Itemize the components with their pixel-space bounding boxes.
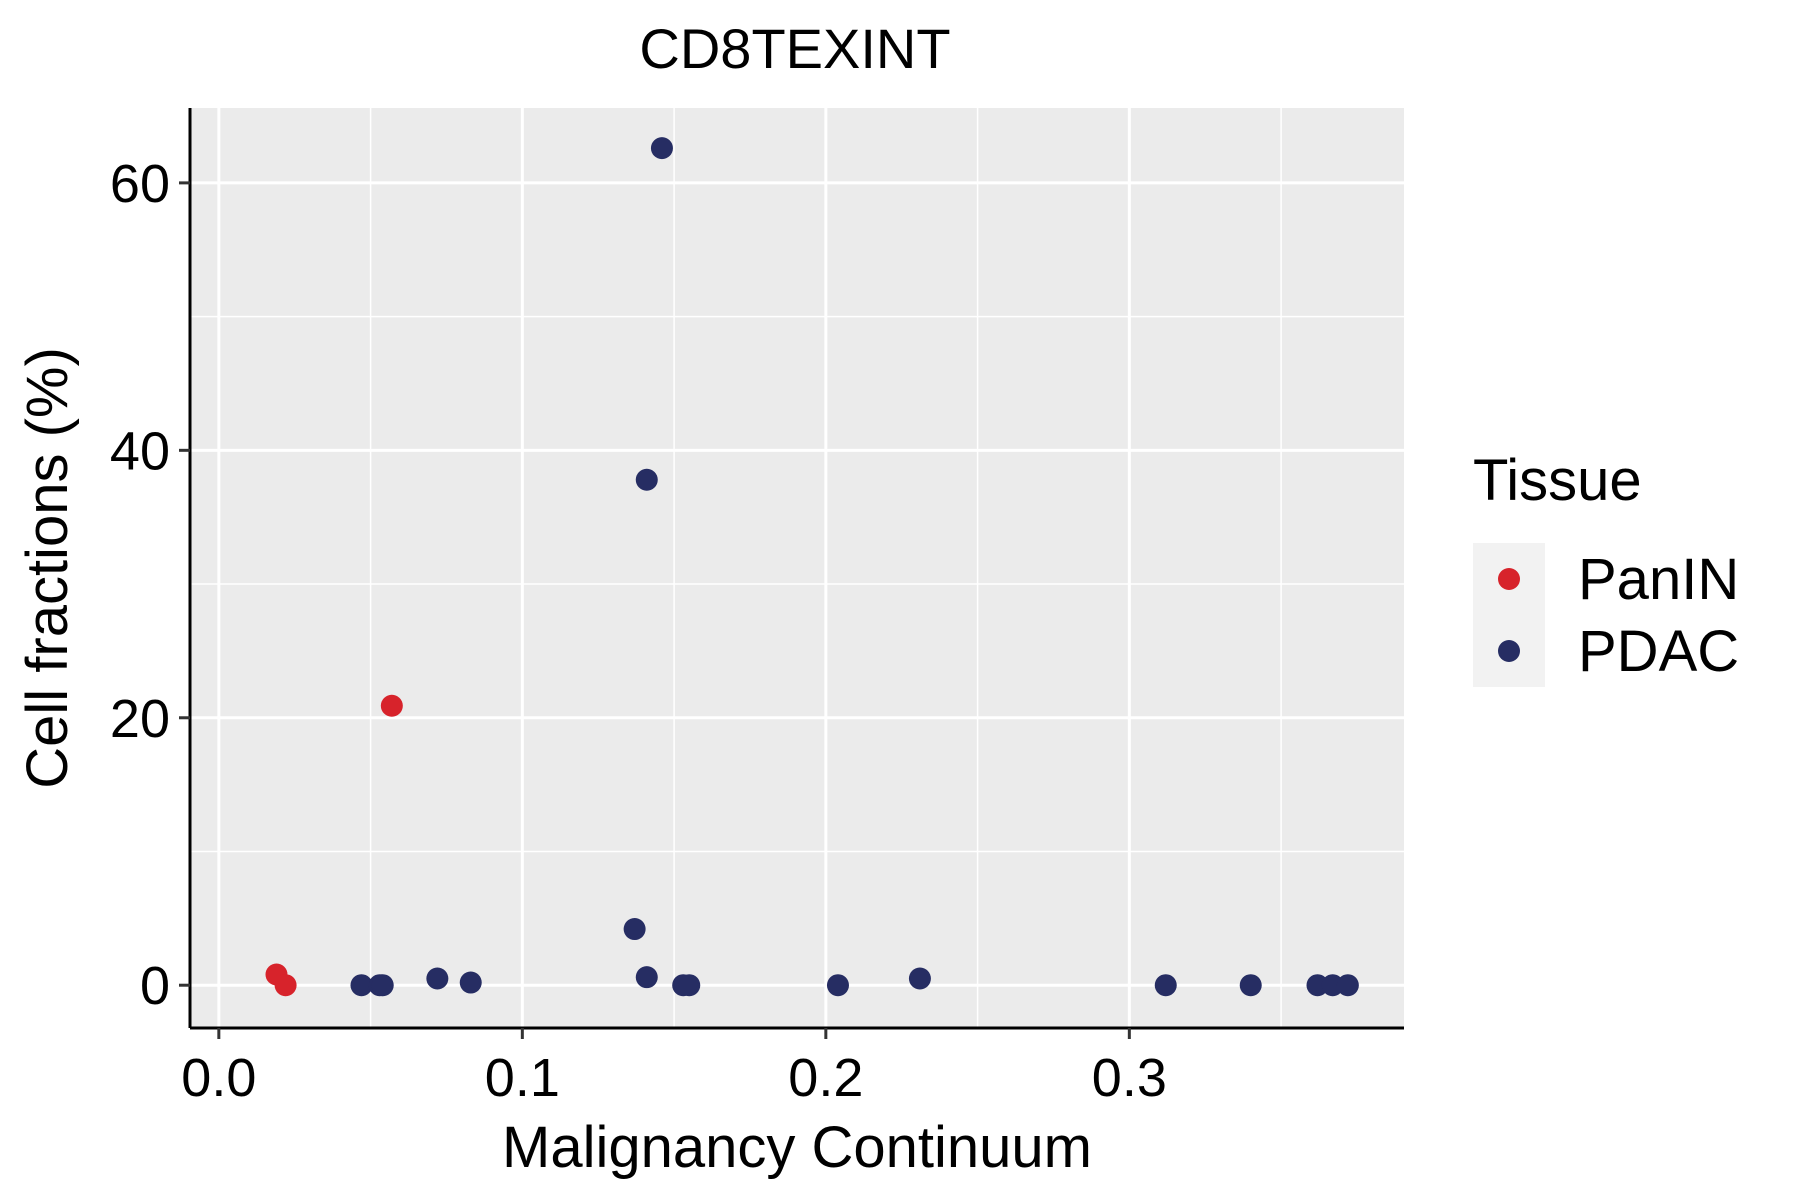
point-pdac-13: [1154, 974, 1177, 997]
legend-label-panin: PanIN: [1578, 547, 1739, 612]
legend: Tissue PanIN PDAC: [1473, 448, 1739, 687]
point-panin-1: [274, 974, 297, 997]
y-tick-label-1: 20: [110, 689, 170, 749]
chart-title: CD8TEXINT: [639, 17, 950, 80]
point-pdac-11: [826, 974, 849, 997]
plot-panel: [190, 108, 1404, 1028]
point-pdac-3: [426, 967, 449, 990]
point-pdac-5: [623, 918, 646, 941]
point-pdac-7: [635, 468, 658, 491]
point-pdac-6: [635, 966, 658, 989]
legend-key-background: [1473, 543, 1545, 687]
legend-key-panin: [1498, 568, 1520, 590]
legend-key-pdac: [1498, 640, 1520, 662]
y-axis-title: Cell fractions (%): [15, 347, 80, 789]
point-panin-2: [380, 694, 403, 717]
point-pdac-16: [1321, 974, 1344, 997]
legend-label-pdac: PDAC: [1578, 619, 1739, 684]
point-pdac-17: [1336, 974, 1359, 997]
y-tick-label-3: 60: [110, 154, 170, 214]
x-axis-title: Malignancy Continuum: [502, 1115, 1092, 1180]
minor-gridlines: [190, 108, 1404, 1028]
y-tick-label-0: 0: [140, 956, 170, 1016]
x-tick-label-2: 0.2: [788, 1048, 863, 1108]
point-pdac-2: [371, 974, 394, 997]
point-pdac-14: [1239, 974, 1262, 997]
x-tick-label-3: 0.3: [1092, 1048, 1167, 1108]
point-pdac-4: [459, 971, 482, 994]
data-points: [265, 137, 1359, 997]
point-pdac-15: [1306, 974, 1329, 997]
point-pdac-8: [650, 137, 673, 160]
legend-title: Tissue: [1473, 448, 1642, 513]
x-tick-label-1: 0.1: [485, 1048, 560, 1108]
x-axis-ticks: 0.0 0.1 0.2 0.3: [181, 1028, 1167, 1108]
y-axis-ticks: 0 20 40 60: [110, 154, 190, 1016]
x-tick-label-0: 0.0: [181, 1048, 256, 1108]
point-pdac-12: [908, 967, 931, 990]
point-pdac-10: [678, 974, 701, 997]
y-tick-label-2: 40: [110, 421, 170, 481]
point-pdac-0: [350, 974, 373, 997]
